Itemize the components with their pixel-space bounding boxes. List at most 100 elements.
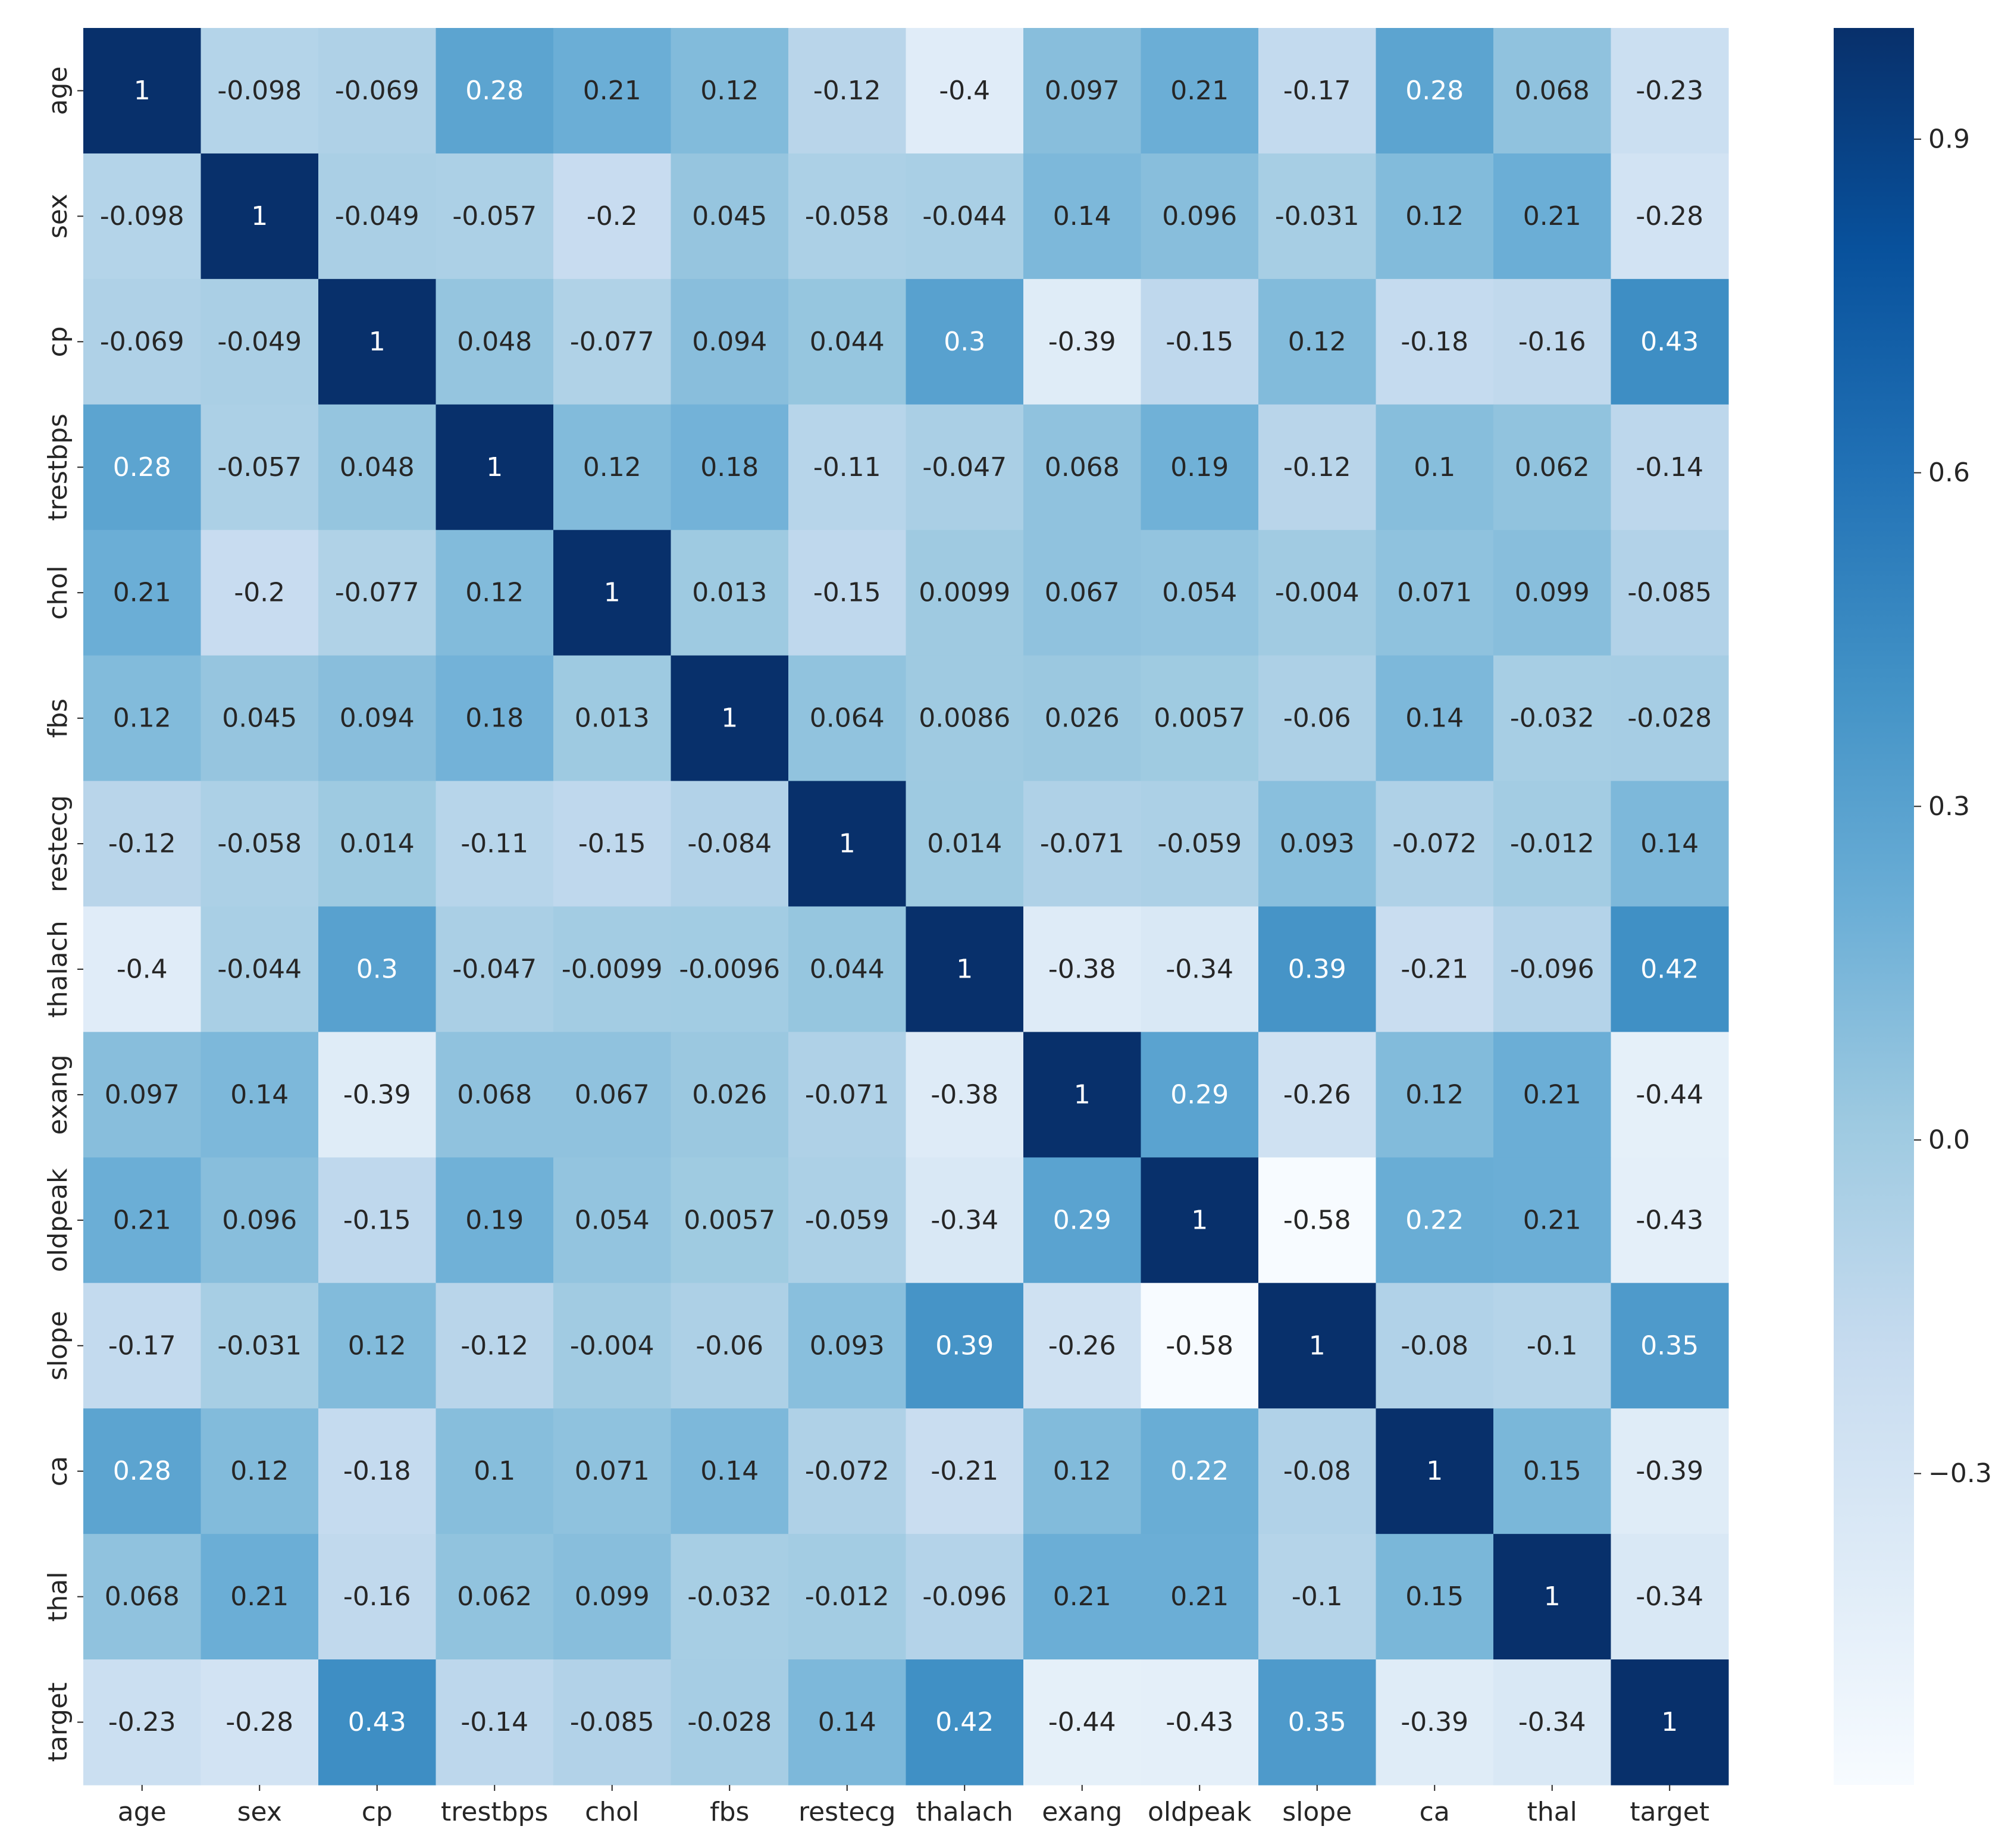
heatmap-cell-age-cp — [318, 28, 437, 154]
cell-value-label: 0.12 — [348, 1330, 406, 1361]
heatmap-cell-thalach-sex — [201, 906, 319, 1033]
heatmap-cell-thalach-fbs — [671, 906, 789, 1033]
y-tick-label-chol: chol — [43, 566, 73, 620]
cell-value-label: -0.049 — [335, 201, 419, 231]
heatmap-cell-exang-age — [83, 1032, 202, 1158]
cell-value-label: -0.049 — [217, 327, 302, 357]
cell-value-label: 1 — [721, 703, 738, 734]
heatmap-cell-oldpeak-sex — [201, 1157, 319, 1283]
heatmap-cell-fbs-oldpeak — [1141, 655, 1259, 782]
heatmap-cell-trestbps-restecg — [788, 404, 907, 531]
cell-value-label: -0.12 — [1283, 452, 1351, 483]
cell-value-label: 0.18 — [700, 452, 759, 483]
heatmap-cell-thal-slope — [1258, 1534, 1377, 1660]
cell-value-label: 0.43 — [348, 1707, 406, 1737]
heatmap-cell-cp-exang — [1023, 278, 1142, 405]
cell-value-label: 0.12 — [465, 578, 524, 608]
heatmap-cell-fbs-target — [1611, 655, 1729, 782]
cell-value-label: -0.12 — [813, 76, 881, 106]
cell-value-label: -0.012 — [1510, 829, 1595, 859]
cell-value-label: -0.39 — [343, 1079, 411, 1110]
heatmap-cell-chol-chol — [553, 530, 672, 656]
heatmap-cell-thalach-ca — [1376, 906, 1494, 1033]
heatmap-cell-sex-slope — [1258, 153, 1377, 280]
heatmap-cell-ca-slope — [1258, 1408, 1377, 1534]
cell-value-label: 0.044 — [810, 327, 885, 357]
cell-value-label: -0.098 — [100, 201, 184, 231]
cell-value-label: 0.048 — [340, 452, 415, 483]
cell-value-label: -0.58 — [1283, 1205, 1351, 1235]
heatmap-cell-chol-fbs — [671, 530, 789, 656]
heatmap-cell-cp-ca — [1376, 278, 1494, 405]
heatmap-cell-restecg-trestbps — [436, 781, 554, 907]
cell-value-label: 0.0099 — [919, 578, 1010, 608]
cell-value-label: 0.14 — [818, 1707, 876, 1737]
cell-value-label: 0.014 — [927, 829, 1002, 859]
heatmap-cell-oldpeak-target — [1611, 1157, 1729, 1283]
cell-value-label: -0.096 — [1510, 954, 1595, 984]
heatmap-cell-trestbps-cp — [318, 404, 437, 531]
heatmap-cell-trestbps-exang — [1023, 404, 1142, 531]
cell-value-label: -0.096 — [922, 1581, 1007, 1612]
cell-value-label: -0.11 — [461, 829, 528, 859]
cell-value-label: 0.35 — [1288, 1707, 1346, 1737]
heatmap-cell-ca-trestbps — [436, 1408, 554, 1534]
x-tick-label-fbs: fbs — [710, 1797, 749, 1827]
heatmap-cell-fbs-age — [83, 655, 202, 782]
heatmap-cell-thal-thalach — [906, 1534, 1024, 1660]
cell-value-label: -0.39 — [1401, 1707, 1468, 1737]
cell-value-label: 0.21 — [230, 1581, 289, 1612]
cell-value-label: 0.096 — [222, 1205, 297, 1235]
cell-value-label: 1 — [134, 76, 151, 106]
cell-value-label: 0.12 — [1405, 201, 1464, 231]
heatmap-cell-cp-fbs — [671, 278, 789, 405]
heatmap-cell-restecg-cp — [318, 781, 437, 907]
heatmap-cell-oldpeak-cp — [318, 1157, 437, 1283]
cell-value-label: -0.43 — [1636, 1205, 1703, 1235]
cell-value-label: 0.3 — [944, 327, 985, 357]
heatmap-cell-cp-chol — [553, 278, 672, 405]
heatmap-cell-thal-age — [83, 1534, 202, 1660]
heatmap-cell-ca-ca — [1376, 1408, 1494, 1534]
cell-value-label: -0.06 — [1283, 703, 1351, 734]
colorbar-tick-label: 0.0 — [1928, 1125, 1970, 1155]
cell-value-label: 0.068 — [1045, 452, 1120, 483]
cell-value-label: 0.3 — [356, 954, 398, 984]
cell-value-label: 0.29 — [1053, 1205, 1111, 1235]
cell-value-label: -0.2 — [587, 201, 638, 231]
cell-value-label: -0.084 — [687, 829, 772, 859]
cell-value-label: 0.15 — [1523, 1456, 1581, 1486]
cell-value-label: -0.26 — [1283, 1079, 1351, 1110]
cell-value-label: 0.0057 — [1154, 703, 1245, 734]
heatmap-cell-exang-sex — [201, 1032, 319, 1158]
heatmap-cell-thalach-restecg — [788, 906, 907, 1033]
x-tick-label-restecg: restecg — [798, 1797, 896, 1827]
heatmap-cell-ca-sex — [201, 1408, 319, 1534]
heatmap-cell-sex-trestbps — [436, 153, 554, 280]
cell-value-label: -0.057 — [452, 201, 537, 231]
heatmap-cell-chol-thalach — [906, 530, 1024, 656]
cell-value-label: -0.085 — [570, 1707, 654, 1737]
cell-value-label: -0.044 — [217, 954, 302, 984]
heatmap-cell-exang-thalach — [906, 1032, 1024, 1158]
cell-value-label: 0.21 — [113, 578, 171, 608]
heatmap-cell-restecg-ca — [1376, 781, 1494, 907]
y-tick-label-exang: exang — [43, 1054, 73, 1135]
cell-value-label: 1 — [1074, 1079, 1091, 1110]
cell-value-label: -0.031 — [1275, 201, 1359, 231]
cell-value-label: -0.047 — [452, 954, 537, 984]
cell-value-label: 0.22 — [1405, 1205, 1464, 1235]
heatmap-cell-target-thalach — [906, 1659, 1024, 1786]
heatmap-cell-target-restecg — [788, 1659, 907, 1786]
heatmap-cell-slope-ca — [1376, 1283, 1494, 1409]
heatmap-cell-target-chol — [553, 1659, 672, 1786]
cell-value-label: 0.28 — [465, 76, 524, 106]
heatmap-cell-fbs-restecg — [788, 655, 907, 782]
cell-value-label: -0.08 — [1283, 1456, 1351, 1486]
cell-value-label: -0.1 — [1527, 1330, 1578, 1361]
cell-value-label: -0.059 — [805, 1205, 889, 1235]
heatmap-cell-restecg-chol — [553, 781, 672, 907]
heatmap-cell-cp-restecg — [788, 278, 907, 405]
heatmap-cell-oldpeak-trestbps — [436, 1157, 554, 1283]
